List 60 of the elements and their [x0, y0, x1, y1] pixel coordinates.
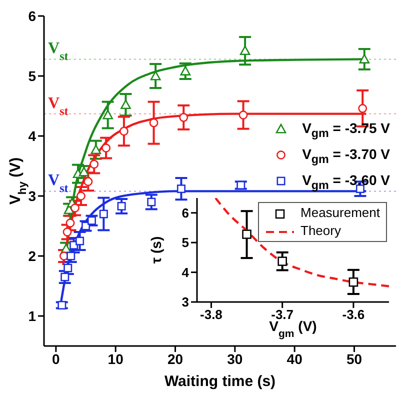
point	[240, 46, 250, 56]
x-tick-label: 0	[52, 350, 60, 367]
y-tick-label: 1	[28, 308, 36, 324]
y-axis-title: τ (s)	[148, 236, 164, 264]
point	[90, 160, 99, 169]
y-tick-label: 3	[28, 188, 36, 204]
y-tick-label: 5	[182, 235, 189, 250]
legend-label: Theory	[300, 223, 341, 238]
y-tick-label: 3	[182, 294, 189, 310]
point	[90, 144, 102, 154]
point	[179, 112, 188, 122]
point	[278, 256, 287, 266]
x-tick-label: 10	[108, 350, 124, 367]
point	[76, 192, 86, 200]
point	[119, 126, 128, 136]
ref-line-label: V$_{st}$	[48, 94, 68, 118]
y-tick-label: 5	[28, 68, 36, 84]
y-tick-label: 6	[28, 8, 36, 24]
x-tick-label: 40	[286, 350, 303, 367]
x-tick-label: 50	[346, 350, 362, 367]
point	[76, 236, 84, 246]
ref-line-label: V$_{st}$	[48, 40, 68, 64]
y-tick-label: 4	[182, 264, 190, 280]
point	[236, 180, 246, 190]
point	[70, 204, 80, 212]
point	[180, 66, 191, 76]
point	[147, 198, 156, 206]
point	[102, 144, 111, 152]
point	[358, 104, 368, 113]
point	[120, 100, 131, 110]
legend-label: V$_{gm}$ = -3.60 V	[302, 172, 390, 192]
y-tick-label: 4	[28, 128, 36, 144]
x-tick-label: 20	[167, 350, 184, 367]
ref-line-label: V$_{st}$	[48, 172, 68, 196]
point	[60, 272, 70, 282]
x-tick-label: -3.6	[342, 307, 365, 322]
point	[176, 184, 186, 194]
point	[150, 70, 161, 80]
point	[117, 202, 126, 210]
x-tick-label: -3.8	[200, 307, 222, 322]
legend-label: V$_{gm}$ = -3.70 V	[302, 146, 390, 166]
point	[359, 54, 370, 64]
x-tick-label: 30	[227, 350, 243, 367]
line-series	[214, 198, 389, 288]
point	[238, 110, 248, 120]
point	[87, 216, 96, 225]
point	[62, 228, 72, 236]
point	[102, 110, 113, 120]
point	[149, 118, 158, 128]
legend-label: V$_{gm}$ = -3.75 V	[302, 120, 390, 140]
y-tick-label: 2	[28, 248, 36, 264]
point	[99, 210, 108, 218]
y-tick-label: 6	[182, 205, 189, 220]
point	[348, 277, 358, 287]
x-axis-title: Waiting time (s)	[164, 373, 276, 390]
point	[66, 218, 75, 228]
legend-label: Measurement	[300, 205, 380, 220]
point	[242, 230, 252, 239]
point	[58, 300, 66, 310]
point	[84, 177, 93, 186]
